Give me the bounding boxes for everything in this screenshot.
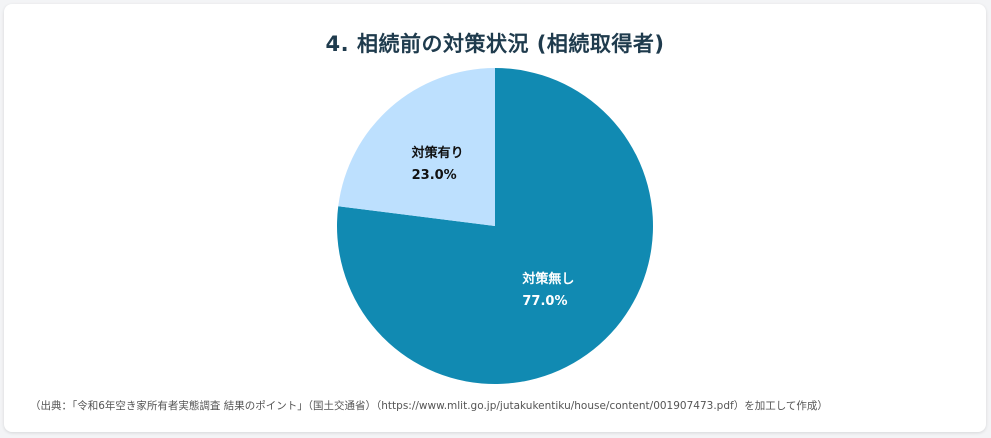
- chart-title: 4. 相続前の対策状況 (相続取得者): [325, 32, 665, 56]
- slice-value-label-2: 23.0%: [412, 168, 457, 183]
- slice-value-label-1: 77.0%: [522, 294, 567, 309]
- pie-chart: 対策無し 77.0% 対策有り 23.0%: [337, 68, 653, 384]
- source-note: （出典：「令和6年空き家所有者実態調査 結果のポイント」（国土交通省）（http…: [30, 400, 828, 412]
- slice-label-2: 対策有り: [411, 145, 464, 161]
- pie-slice-2: [338, 68, 495, 226]
- slice-label-1: 対策無し: [521, 271, 574, 287]
- chart-card: 4. 相続前の対策状況 (相続取得者) 対策無し 77.0% 対策有り 23.0% （…: [4, 4, 986, 432]
